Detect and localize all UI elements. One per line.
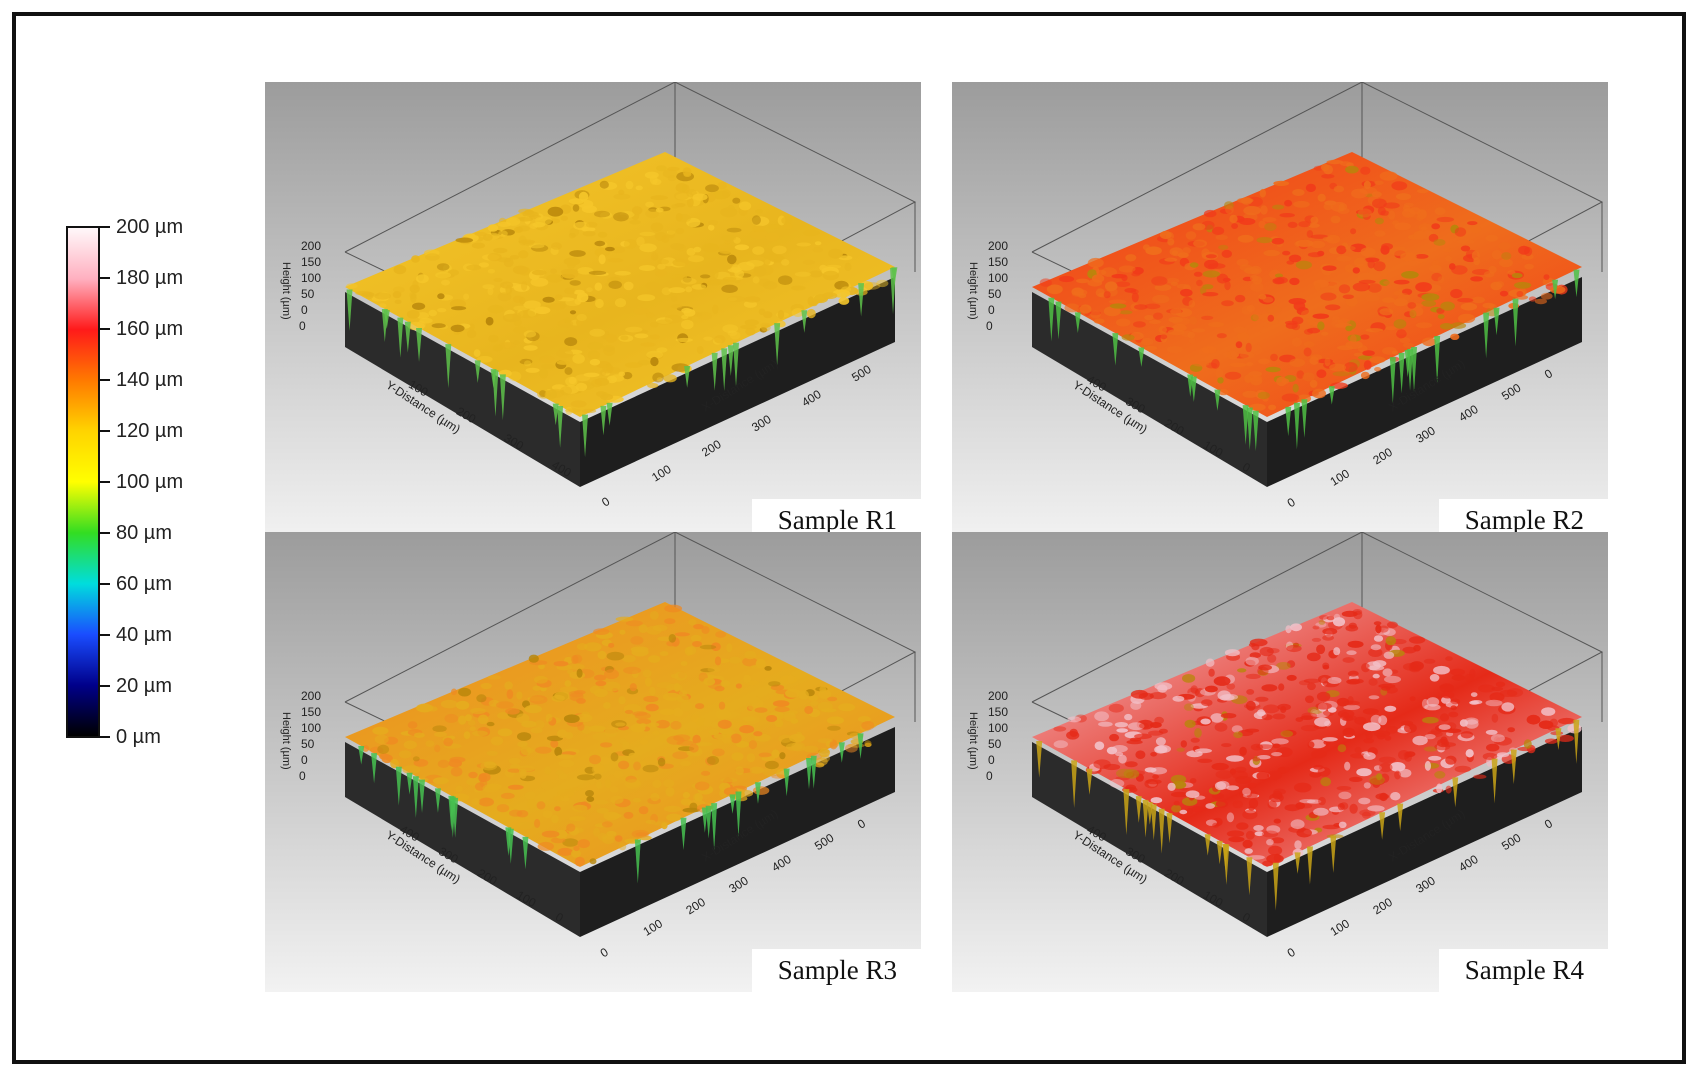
colorbar-tick-label: 160 µm: [116, 318, 184, 340]
surface-texture: [358, 604, 877, 884]
surface-texture: [1039, 159, 1580, 451]
colorbar-tick-mark: [100, 379, 110, 381]
height-axis-label: Height (µm): [280, 712, 292, 770]
side-wall: [580, 277, 895, 487]
height-tick-label: 200: [301, 689, 321, 703]
colorbar-tick-label: 0 µm: [116, 726, 161, 748]
colorbar-tick-mark: [100, 226, 110, 228]
front-wall: [1032, 292, 1267, 487]
sample-label-r4: Sample R4: [1438, 949, 1608, 992]
height-tick-label: 0: [301, 303, 308, 317]
panel-sample-r3: Height (µm) 200 150 100 50 0 0 400 300 200 100 0 Y-D…: [265, 532, 921, 992]
side-wall: [1267, 277, 1582, 487]
surface-plot-r3: Height (µm)20015010050004003002001000Y-D…: [265, 532, 921, 992]
height-tick-label: 150: [301, 705, 321, 719]
surface-texture: [1036, 609, 1582, 911]
height-tick-label: 0: [299, 319, 306, 333]
height-tick-label: 0: [301, 753, 308, 767]
surface-plot-r2: Height (µm)20015010050004003002001000Y-D…: [952, 82, 1608, 542]
height-tick-label: 0: [988, 753, 995, 767]
colorbar-tick-label: 40 µm: [116, 624, 172, 646]
surface-texture: [346, 165, 898, 458]
height-tick-label: 150: [988, 255, 1008, 269]
height-tick-label: 100: [988, 721, 1008, 735]
colorbar-tick-mark: [100, 583, 110, 585]
side-wall: [580, 727, 895, 937]
height-tick-label: 0: [986, 319, 993, 333]
height-tick-label: 50: [988, 737, 1002, 751]
front-wall: [345, 292, 580, 487]
height-tick-label: 0: [986, 769, 993, 783]
height-axis-label: Height (µm): [280, 262, 292, 320]
height-tick-label: 50: [988, 287, 1002, 301]
colorbar-tick-label: 60 µm: [116, 573, 172, 595]
colorbar-tick-mark: [100, 736, 110, 738]
colorbar-tick-mark: [100, 685, 110, 687]
colorbar-tick-label: 200 µm: [116, 216, 184, 238]
height-tick-label: 200: [301, 239, 321, 253]
colorbar-tick-label: 100 µm: [116, 471, 184, 493]
colorbar-tick-mark: [100, 634, 110, 636]
panel-sample-r4: Height (µm) 200 150 100 50 0 0 400 300 200 100 0 Y-D…: [952, 532, 1608, 992]
height-tick-label: 150: [301, 255, 321, 269]
front-wall: [345, 742, 580, 937]
colorbar-tick-label: 120 µm: [116, 420, 184, 442]
height-tick-label: 0: [988, 303, 995, 317]
surface-plot-r1: Height (µm)2001501005000100200300400Y-Di…: [265, 82, 921, 542]
height-tick-label: 100: [988, 271, 1008, 285]
height-tick-label: 100: [301, 721, 321, 735]
colorbar-tick-mark: [100, 481, 110, 483]
colorbar-tick-mark: [100, 532, 110, 534]
colorbar-tick-label: 80 µm: [116, 522, 172, 544]
height-tick-label: 200: [988, 239, 1008, 253]
colorbar-tick-mark: [100, 328, 110, 330]
front-wall: [1032, 742, 1267, 937]
surface-plot-r4: Height (µm)20015010050004003002001000Y-D…: [952, 532, 1608, 992]
height-colorbar: [66, 226, 100, 738]
colorbar-tick-label: 20 µm: [116, 675, 172, 697]
panel-sample-r2: Height (µm) 200 150 100 50 0 0 400 300 200 100 0 Y-D…: [952, 82, 1608, 542]
sample-label-r3: Sample R3: [751, 949, 921, 992]
height-tick-label: 50: [301, 737, 315, 751]
colorbar-tick-mark: [100, 430, 110, 432]
height-axis-label: Height (µm): [967, 712, 979, 770]
height-tick-label: 200: [988, 689, 1008, 703]
colorbar-tick-mark: [100, 277, 110, 279]
colorbar-tick-label: 140 µm: [116, 369, 184, 391]
panel-sample-r1: Height (µm) 200 150 100 50 0 0 100 200 300 400 Y-Di…: [265, 82, 921, 542]
height-tick-label: 0: [299, 769, 306, 783]
side-wall: [1267, 727, 1582, 937]
height-tick-label: 150: [988, 705, 1008, 719]
colorbar-tick-label: 180 µm: [116, 267, 184, 289]
height-axis-label: Height (µm): [967, 262, 979, 320]
height-tick-label: 50: [301, 287, 315, 301]
height-tick-label: 100: [301, 271, 321, 285]
